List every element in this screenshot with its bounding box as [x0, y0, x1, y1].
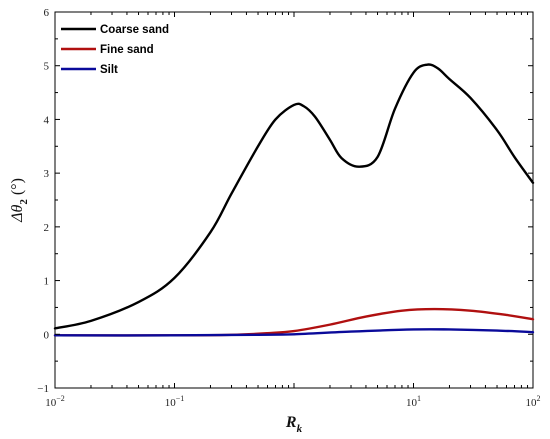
- legend-label-2: Silt: [100, 64, 118, 76]
- x-tick-label: 101: [406, 394, 421, 409]
- y-tick-label: 2: [44, 222, 50, 234]
- x-tick-label: 10−1: [165, 394, 185, 409]
- x-tick-labels: 10−2 10−1 101 102: [45, 394, 540, 409]
- x-tick-label-exp: 1: [417, 394, 421, 403]
- x-tick-label: 10−2: [45, 394, 65, 409]
- x-axis-title-sub: k: [297, 423, 303, 435]
- x-tick-label: 102: [526, 394, 541, 409]
- series-line-1: [53, 307, 535, 337]
- series-line-0: [53, 63, 535, 330]
- y-tick-label: 1: [44, 276, 50, 288]
- y-axis-title-sub: 2: [18, 199, 30, 205]
- x-tick-label-base: 10: [406, 397, 418, 409]
- x-tick-label-exp: 2: [537, 394, 541, 403]
- tick-layer: [54, 11, 534, 389]
- series-line-2: [53, 328, 535, 337]
- x-tick-label-base: 10: [526, 397, 538, 409]
- y-tick-label: 3: [44, 168, 50, 180]
- y-axis-title-main: Δθ: [9, 205, 26, 223]
- y-tick-label: 5: [44, 61, 50, 73]
- y-tick-label: 4: [44, 114, 50, 126]
- legend: Coarse sand Fine sand Silt: [61, 24, 169, 76]
- y-axis-title-suffix: (°): [9, 178, 26, 199]
- x-tick-label-base: 10: [45, 397, 57, 409]
- y-axis-title: Δθ2 (°): [9, 178, 30, 223]
- x-tick-label-base: 10: [165, 397, 177, 409]
- legend-label-0: Coarse sand: [100, 24, 169, 36]
- x-axis-title-main: R: [285, 414, 297, 431]
- x-tick-label-exp: −1: [176, 394, 185, 403]
- y-tick-label: 6: [44, 7, 50, 19]
- x-axis-title: Rk: [285, 414, 303, 435]
- y-tick-labels: −1 0 1 2 3 4 5 6: [37, 7, 49, 395]
- x-tick-label-exp: −2: [56, 394, 65, 403]
- y-tick-label: 0: [44, 329, 50, 341]
- y-tick-label: −1: [37, 383, 49, 395]
- legend-label-1: Fine sand: [100, 44, 154, 56]
- series-layer: [53, 63, 535, 337]
